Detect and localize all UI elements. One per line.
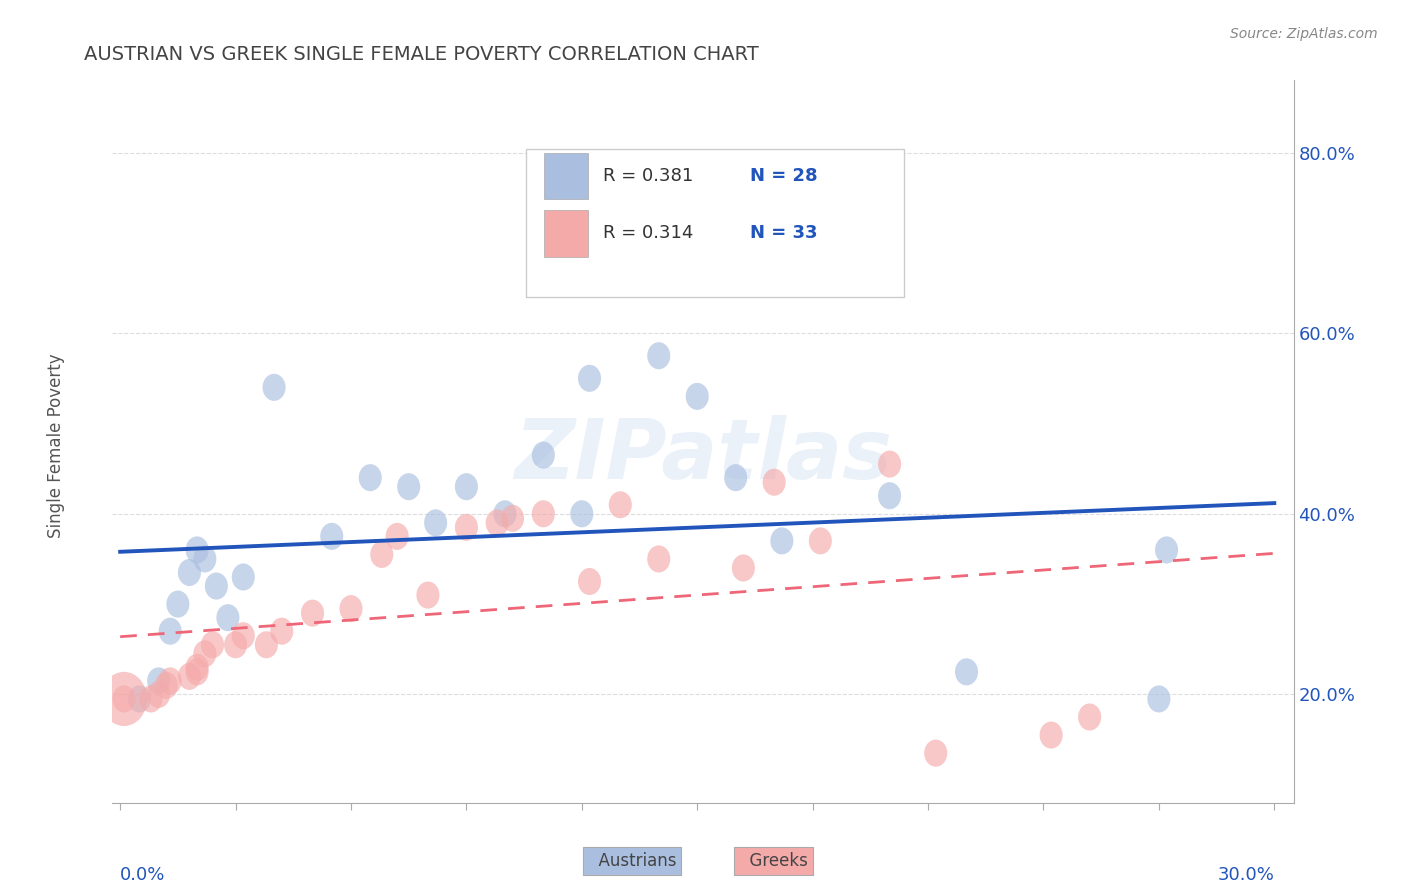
- Ellipse shape: [531, 500, 555, 527]
- Ellipse shape: [339, 595, 363, 623]
- Ellipse shape: [101, 672, 148, 726]
- Ellipse shape: [724, 464, 747, 491]
- Ellipse shape: [139, 685, 163, 713]
- FancyBboxPatch shape: [544, 211, 589, 257]
- Text: Greeks: Greeks: [740, 852, 808, 870]
- Ellipse shape: [1154, 536, 1178, 564]
- Ellipse shape: [148, 667, 170, 694]
- Ellipse shape: [877, 483, 901, 509]
- Ellipse shape: [647, 545, 671, 573]
- Ellipse shape: [186, 536, 208, 564]
- Ellipse shape: [270, 617, 294, 645]
- Ellipse shape: [808, 527, 832, 555]
- Text: N = 33: N = 33: [751, 225, 818, 243]
- Text: 30.0%: 30.0%: [1218, 866, 1274, 884]
- Ellipse shape: [193, 545, 217, 573]
- Ellipse shape: [571, 500, 593, 527]
- Ellipse shape: [232, 564, 254, 591]
- Ellipse shape: [762, 468, 786, 496]
- Ellipse shape: [385, 523, 409, 549]
- Ellipse shape: [494, 500, 516, 527]
- Ellipse shape: [201, 632, 224, 658]
- Ellipse shape: [485, 509, 509, 536]
- Text: R = 0.381: R = 0.381: [603, 167, 693, 185]
- Ellipse shape: [186, 654, 208, 681]
- Ellipse shape: [193, 640, 217, 667]
- Text: 0.0%: 0.0%: [120, 866, 166, 884]
- Ellipse shape: [179, 559, 201, 586]
- Ellipse shape: [166, 591, 190, 617]
- Text: N = 28: N = 28: [751, 167, 818, 185]
- Ellipse shape: [128, 685, 150, 713]
- Ellipse shape: [686, 383, 709, 410]
- Ellipse shape: [609, 491, 631, 518]
- Ellipse shape: [456, 514, 478, 541]
- Ellipse shape: [205, 573, 228, 599]
- Ellipse shape: [647, 343, 671, 369]
- Ellipse shape: [1078, 704, 1101, 731]
- Ellipse shape: [217, 604, 239, 632]
- Ellipse shape: [425, 509, 447, 536]
- Ellipse shape: [733, 555, 755, 582]
- Ellipse shape: [179, 663, 201, 690]
- Text: ZIPatlas: ZIPatlas: [515, 416, 891, 497]
- FancyBboxPatch shape: [526, 149, 904, 297]
- Ellipse shape: [924, 739, 948, 767]
- Ellipse shape: [232, 623, 254, 649]
- Ellipse shape: [578, 568, 600, 595]
- Ellipse shape: [263, 374, 285, 401]
- Text: R = 0.314: R = 0.314: [603, 225, 693, 243]
- Ellipse shape: [531, 442, 555, 468]
- Ellipse shape: [159, 667, 181, 694]
- Ellipse shape: [877, 450, 901, 478]
- Ellipse shape: [359, 464, 382, 491]
- FancyBboxPatch shape: [544, 153, 589, 200]
- Ellipse shape: [112, 685, 135, 713]
- Ellipse shape: [501, 505, 524, 532]
- Ellipse shape: [224, 632, 247, 658]
- Ellipse shape: [396, 473, 420, 500]
- Ellipse shape: [370, 541, 394, 568]
- Ellipse shape: [321, 523, 343, 549]
- Ellipse shape: [456, 473, 478, 500]
- Text: Single Female Poverty: Single Female Poverty: [48, 354, 65, 538]
- Ellipse shape: [254, 632, 278, 658]
- Ellipse shape: [955, 658, 979, 685]
- Ellipse shape: [186, 658, 208, 685]
- Ellipse shape: [1147, 685, 1170, 713]
- Ellipse shape: [159, 617, 181, 645]
- Text: Source: ZipAtlas.com: Source: ZipAtlas.com: [1230, 27, 1378, 41]
- Ellipse shape: [301, 599, 323, 627]
- Ellipse shape: [578, 365, 600, 392]
- Text: AUSTRIAN VS GREEK SINGLE FEMALE POVERTY CORRELATION CHART: AUSTRIAN VS GREEK SINGLE FEMALE POVERTY …: [84, 45, 759, 63]
- Ellipse shape: [148, 681, 170, 708]
- Ellipse shape: [770, 527, 793, 555]
- Ellipse shape: [155, 672, 179, 699]
- Ellipse shape: [416, 582, 440, 608]
- Text: Austrians: Austrians: [588, 852, 676, 870]
- Ellipse shape: [1039, 722, 1063, 748]
